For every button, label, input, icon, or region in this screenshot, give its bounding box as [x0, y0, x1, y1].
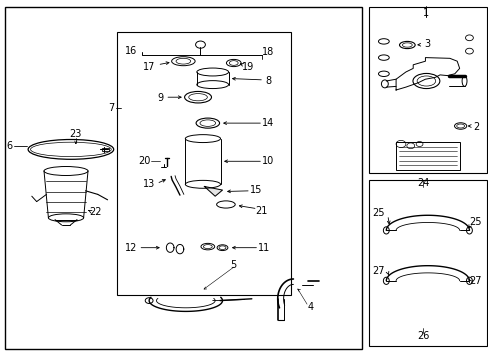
Text: 25: 25	[372, 208, 385, 218]
Text: 1: 1	[423, 8, 428, 18]
Text: 19: 19	[242, 62, 254, 72]
Text: 8: 8	[264, 76, 270, 86]
Bar	[368, 180, 486, 346]
Text: 11: 11	[257, 243, 270, 253]
Text: 5: 5	[230, 260, 236, 270]
Bar	[117, 32, 290, 295]
Bar	[368, 7, 486, 173]
Bar	[102, 148, 108, 151]
Text: 27: 27	[468, 276, 481, 286]
Text: 22: 22	[89, 207, 102, 217]
Text: 24: 24	[416, 178, 428, 188]
Text: 3: 3	[424, 39, 430, 49]
Text: 25: 25	[468, 217, 481, 228]
Text: 13: 13	[142, 179, 155, 189]
Text: 10: 10	[261, 156, 274, 166]
Text: 7: 7	[108, 103, 114, 113]
Text: 15: 15	[249, 185, 262, 195]
Polygon shape	[204, 186, 222, 196]
Text: 12: 12	[124, 243, 137, 253]
Text: 2: 2	[473, 122, 479, 132]
Bar	[5, 7, 361, 349]
Text: 27: 27	[372, 266, 385, 276]
Text: 14: 14	[261, 118, 274, 128]
Text: 18: 18	[261, 47, 274, 57]
Text: 21: 21	[255, 206, 267, 216]
Text: 4: 4	[307, 302, 313, 312]
Text: 23: 23	[69, 129, 82, 139]
Text: 17: 17	[142, 62, 155, 72]
Bar	[395, 142, 459, 170]
Text: 26: 26	[416, 330, 428, 341]
Text: 9: 9	[157, 93, 163, 103]
Text: 6: 6	[7, 141, 13, 151]
Text: 16: 16	[124, 46, 137, 56]
Text: 20: 20	[138, 156, 150, 166]
